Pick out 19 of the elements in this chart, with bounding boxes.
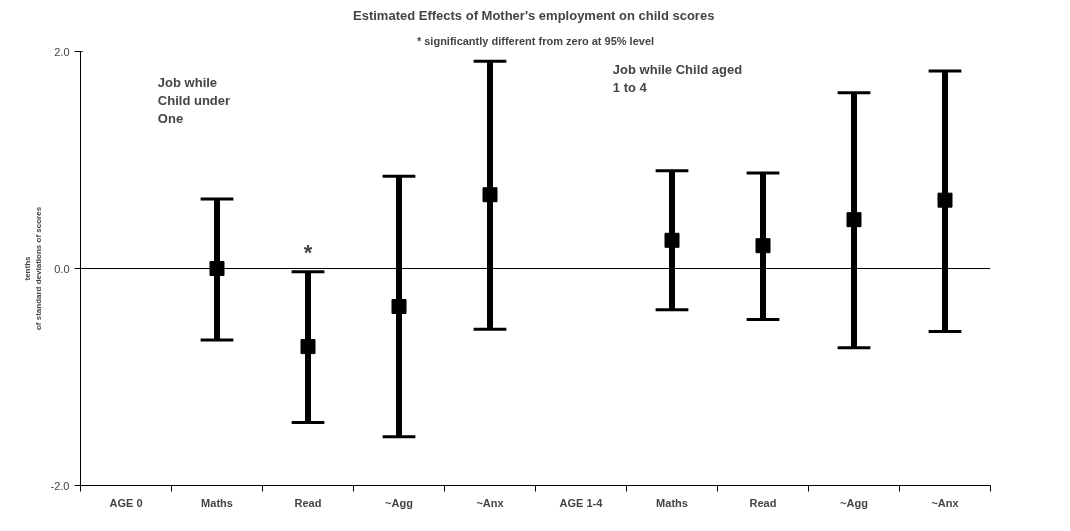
y-tick-label: 0.0 xyxy=(54,262,70,275)
x-tick-label: ~Agg xyxy=(840,496,868,509)
x-tick-label: Read xyxy=(749,496,777,509)
y-tick-label: -2.0 xyxy=(50,479,70,492)
x-tick-label: ~Agg xyxy=(385,496,413,509)
x-tick-label: ~Anx xyxy=(931,496,960,509)
chart-title: Estimated Effects of Mother's employment on child scores xyxy=(353,7,715,23)
x-tick-label: ~Anx xyxy=(476,496,505,509)
y-axis-title: tenths of standard deviations of scores xyxy=(22,206,43,331)
y-tick-label: 2.0 xyxy=(54,45,70,58)
x-tick-label: Maths xyxy=(201,496,233,509)
x-tick-label: AGE 1-4 xyxy=(559,496,604,509)
x-tick-label: AGE 0 xyxy=(109,496,143,509)
annotation: Job while Child aged 1 to 4 xyxy=(612,62,743,96)
annotation: Job while Child under One xyxy=(157,74,231,126)
text: * significantly different from zero at 95% level xyxy=(416,34,655,47)
x-tick-label: Maths xyxy=(656,496,688,509)
annotation: * xyxy=(303,239,313,265)
x-tick-label: Read xyxy=(294,496,322,509)
